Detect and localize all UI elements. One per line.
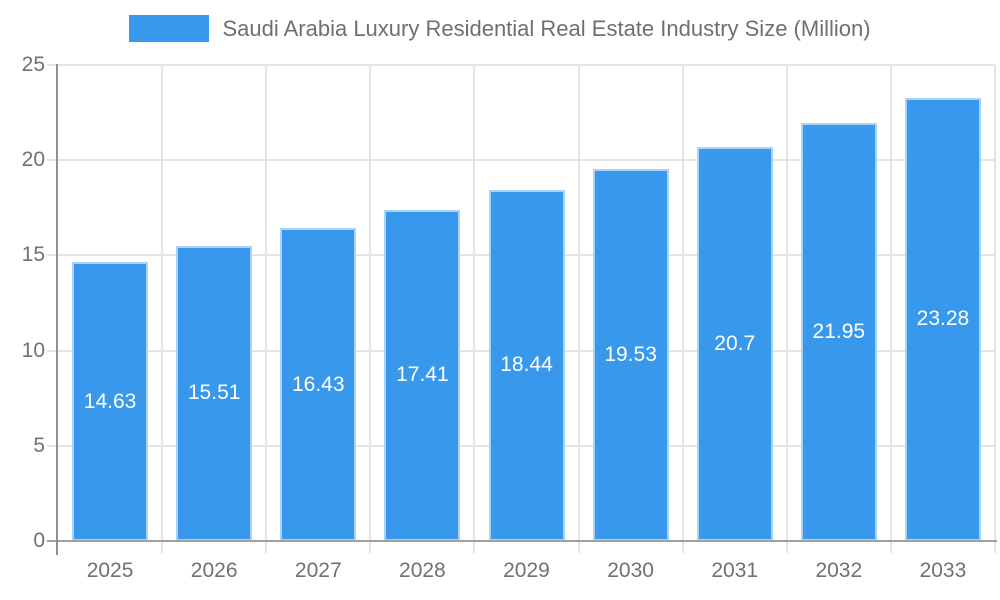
x-tick-label: 2033 (919, 559, 967, 582)
y-tick-label: 0 (33, 529, 45, 552)
x-axis-line (47, 540, 997, 542)
x-tick-label: 2026 (190, 559, 238, 582)
bar-2029: 18.44 (488, 189, 565, 541)
v-gridline (889, 65, 892, 553)
h-gridline (47, 159, 995, 162)
x-tick-label: 2031 (711, 559, 759, 582)
bar-2026: 15.51 (176, 245, 253, 541)
bar-value-label: 20.7 (714, 331, 756, 355)
x-tick-label: 2027 (294, 559, 342, 582)
v-gridline (681, 65, 684, 553)
legend-swatch-icon (129, 15, 210, 42)
x-tick-label: 2029 (503, 559, 550, 582)
legend-item[interactable]: Saudi Arabia Luxury Residential Real Est… (0, 15, 1000, 42)
bar-value-label: 18.44 (500, 353, 553, 377)
v-gridline (265, 65, 268, 553)
bar-2027: 16.43 (280, 228, 357, 541)
plot-area: 14.63 15.51 16.43 17.41 18.44 19.53 20.7 21.95 2… (47, 64, 997, 555)
v-gridline (369, 65, 372, 553)
bar-2033: 23.28 (904, 97, 981, 541)
y-tick-label: 5 (33, 433, 45, 457)
h-gridline (47, 64, 995, 66)
x-tick-label: 2025 (86, 559, 134, 582)
x-tick-label: 2030 (607, 559, 654, 582)
bar-value-label: 21.95 (812, 320, 866, 344)
bar-2030: 19.53 (592, 169, 669, 541)
bar-2032: 21.95 (800, 123, 877, 541)
bar-value-label: 17.41 (396, 363, 449, 387)
v-gridline (785, 65, 788, 553)
y-tick-label: 10 (21, 338, 45, 362)
y-tick-label: 25 (21, 53, 45, 76)
bar-value-label: 23.28 (916, 307, 970, 331)
bar-2025: 14.63 (72, 262, 149, 541)
bar-2028: 17.41 (384, 209, 461, 541)
legend-label: Saudi Arabia Luxury Residential Real Est… (222, 15, 871, 41)
bar-value-label: 14.63 (83, 389, 137, 413)
y-tick-label: 15 (21, 243, 45, 267)
bar-2031: 20.7 (696, 146, 773, 541)
bar-value-label: 19.53 (604, 343, 657, 367)
v-gridline (473, 65, 476, 553)
bar-value-label: 16.43 (291, 372, 345, 396)
y-axis-line (56, 64, 58, 555)
v-gridline (161, 65, 164, 553)
bar-value-label: 15.51 (187, 381, 241, 405)
x-tick-label: 2032 (815, 559, 863, 582)
y-tick-label: 20 (21, 148, 45, 172)
v-gridline (994, 65, 996, 553)
x-tick-label: 2028 (399, 559, 446, 582)
v-gridline (577, 65, 580, 553)
